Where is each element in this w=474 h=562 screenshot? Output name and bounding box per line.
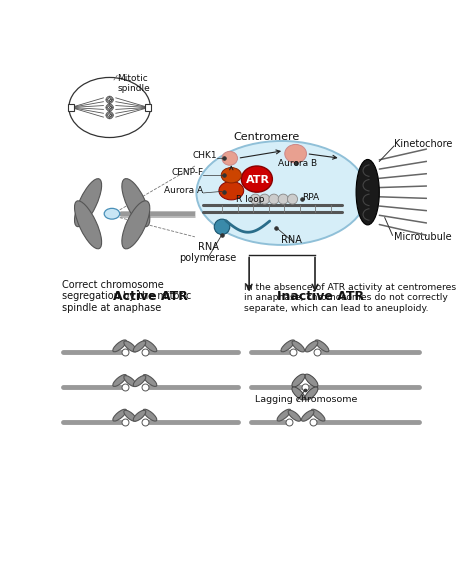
Ellipse shape (109, 104, 113, 108)
Ellipse shape (122, 179, 150, 226)
Ellipse shape (109, 99, 113, 103)
Ellipse shape (74, 201, 101, 249)
FancyBboxPatch shape (145, 105, 152, 111)
Text: In the absence of ATR activity at centromeres
in anaphase, chromosomes do not co: In the absence of ATR activity at centro… (245, 283, 457, 313)
Ellipse shape (222, 151, 237, 165)
Ellipse shape (277, 409, 291, 421)
Ellipse shape (278, 194, 288, 204)
Ellipse shape (106, 99, 110, 103)
Ellipse shape (221, 167, 241, 183)
Ellipse shape (143, 340, 157, 352)
Ellipse shape (260, 194, 270, 204)
Ellipse shape (214, 219, 230, 234)
Ellipse shape (356, 160, 379, 225)
Text: RNA
polymerase: RNA polymerase (180, 242, 237, 264)
Ellipse shape (269, 194, 279, 204)
Ellipse shape (143, 409, 157, 421)
Text: Correct chromosome
segregation by the mitotic
spindle at anaphase: Correct chromosome segregation by the mi… (63, 279, 191, 313)
Ellipse shape (74, 179, 101, 226)
Text: Inactive ATR: Inactive ATR (277, 290, 364, 303)
Ellipse shape (305, 341, 318, 352)
Ellipse shape (109, 107, 113, 111)
Text: RNA: RNA (281, 235, 302, 245)
Ellipse shape (106, 115, 110, 119)
Ellipse shape (250, 194, 260, 204)
Ellipse shape (133, 341, 146, 352)
Ellipse shape (288, 410, 301, 422)
Ellipse shape (106, 96, 110, 100)
Ellipse shape (305, 387, 318, 400)
Ellipse shape (106, 111, 110, 115)
Ellipse shape (305, 374, 318, 387)
Text: CENP-F: CENP-F (171, 168, 203, 177)
Ellipse shape (109, 96, 113, 100)
Ellipse shape (124, 410, 137, 422)
Ellipse shape (301, 410, 314, 422)
Ellipse shape (113, 340, 127, 352)
Ellipse shape (292, 387, 305, 400)
Ellipse shape (124, 341, 137, 352)
Ellipse shape (288, 194, 298, 204)
Ellipse shape (133, 375, 146, 387)
Ellipse shape (109, 115, 113, 119)
Ellipse shape (106, 104, 110, 108)
Text: Centromere: Centromere (234, 132, 300, 142)
Ellipse shape (315, 340, 329, 352)
Ellipse shape (113, 374, 127, 387)
Ellipse shape (133, 410, 146, 422)
Ellipse shape (122, 201, 150, 249)
Text: RPA: RPA (302, 193, 320, 202)
Text: Microtubule: Microtubule (394, 232, 452, 242)
Text: Lagging chromosome: Lagging chromosome (255, 396, 357, 405)
Ellipse shape (241, 166, 273, 192)
Text: Mitotic
spindle: Mitotic spindle (118, 74, 150, 93)
Text: ATR: ATR (246, 175, 271, 185)
Ellipse shape (109, 111, 113, 115)
Ellipse shape (219, 182, 244, 200)
Ellipse shape (69, 78, 150, 138)
Ellipse shape (292, 374, 305, 387)
Ellipse shape (292, 341, 304, 352)
Ellipse shape (143, 374, 157, 387)
FancyBboxPatch shape (68, 105, 74, 111)
Text: Active ATR: Active ATR (113, 290, 188, 303)
Ellipse shape (124, 375, 137, 387)
Ellipse shape (281, 340, 295, 352)
Ellipse shape (104, 209, 120, 219)
Ellipse shape (311, 409, 325, 421)
Ellipse shape (196, 141, 367, 245)
Ellipse shape (113, 409, 127, 421)
Text: Aurora B: Aurora B (278, 159, 317, 168)
Text: Kinetochore: Kinetochore (394, 139, 452, 149)
Text: R loop: R loop (237, 195, 265, 204)
Text: Aurora A: Aurora A (164, 186, 203, 195)
Text: CHK1: CHK1 (193, 151, 218, 160)
Ellipse shape (106, 107, 110, 111)
Ellipse shape (285, 144, 307, 163)
